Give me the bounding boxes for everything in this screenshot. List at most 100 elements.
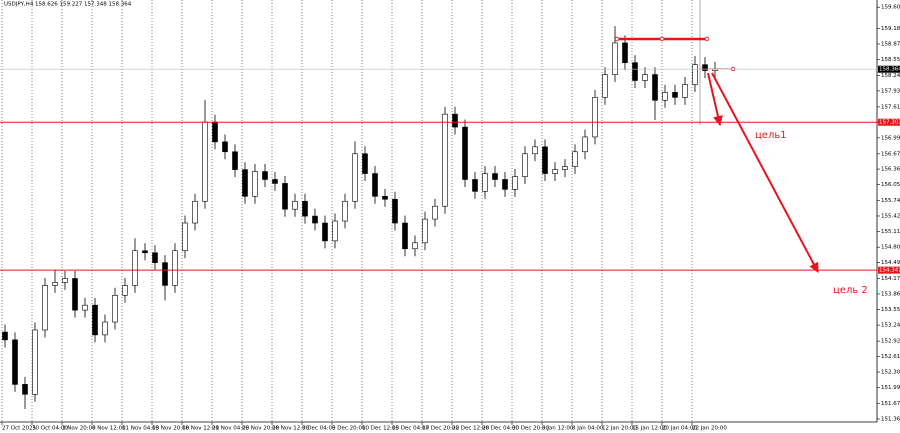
x-tick-label: 17 Dec 20:00 xyxy=(422,426,459,432)
y-tick-label: 151.360 xyxy=(881,417,900,423)
y-tick-label: 152.300 xyxy=(881,370,900,376)
y-tick-label: 154.800 xyxy=(881,245,900,251)
candle-body xyxy=(602,74,608,98)
candle-body xyxy=(52,282,58,286)
candle-body xyxy=(702,64,708,71)
candle-body xyxy=(482,173,488,192)
x-tick-label: 12 Jan 20:00 xyxy=(602,426,637,432)
candle-body xyxy=(112,295,118,323)
candle-body xyxy=(262,171,268,180)
candle-body xyxy=(72,278,78,311)
candle-body xyxy=(102,321,108,336)
candle-body xyxy=(242,169,248,197)
candle-body xyxy=(302,200,308,217)
x-tick-label: 8 Jan 04:00 xyxy=(572,426,604,432)
x-tick-label: 26 Dec 04:00 xyxy=(482,426,519,432)
candle-body xyxy=(432,205,438,220)
x-tick-label: 3 Nov 20:00 xyxy=(62,426,96,432)
y-tick-label: 151.990 xyxy=(881,385,900,391)
x-tick-label: 30 Oct 04:00 xyxy=(32,426,68,432)
y-tick-label: 155.110 xyxy=(881,229,900,235)
candle-body xyxy=(612,42,618,75)
x-tick-label: 21 Nov 04:00 xyxy=(212,426,250,432)
y-tick-label: 152.610 xyxy=(881,354,900,360)
candle-body xyxy=(372,173,378,197)
candle-body xyxy=(572,151,578,167)
annotation: цель 2 xyxy=(833,285,868,296)
arrow xyxy=(711,72,819,273)
x-tick-label: 27 Oct 2025 xyxy=(2,426,37,432)
y-tick-label: 155.425 xyxy=(881,213,900,219)
candle-body xyxy=(252,171,258,197)
candle-body xyxy=(182,222,188,252)
x-tick-label: 6 Nov 12:00 xyxy=(92,426,126,432)
candle-body xyxy=(662,92,668,101)
candle-body xyxy=(62,278,68,283)
candle-body xyxy=(452,113,458,128)
candle-body xyxy=(122,285,128,296)
current-price-label: 158.364 xyxy=(879,67,900,73)
candle-body xyxy=(232,151,238,170)
x-tick-label: 22 Jan 20:00 xyxy=(692,426,727,432)
chart-title: USDJPY,H4 158.626 159.227 157.348 158.36… xyxy=(4,2,132,8)
candle-body xyxy=(522,153,528,177)
plot xyxy=(2,26,718,410)
candle-body xyxy=(402,222,408,250)
candle-body xyxy=(22,384,28,395)
candle-body xyxy=(282,183,288,210)
arrow xyxy=(707,72,723,126)
candle-body xyxy=(322,222,328,242)
candle-body xyxy=(502,179,508,190)
candle-body xyxy=(32,329,38,395)
y-tick-label: 154.175 xyxy=(881,276,900,282)
candle-body xyxy=(142,250,148,254)
candle-body xyxy=(492,173,498,180)
candle-body xyxy=(562,166,568,170)
candle-body xyxy=(622,42,628,63)
candle-body xyxy=(652,74,658,101)
y-tick-label: 157.930 xyxy=(881,88,900,94)
candle-body xyxy=(342,200,348,222)
y-tick-label: 158.240 xyxy=(881,73,900,79)
x-tick-label: 5 Dec 20:00 xyxy=(332,426,366,432)
candle-body xyxy=(352,153,358,202)
candle-body xyxy=(272,179,278,184)
x-tick-label: 28 Nov 12:00 xyxy=(272,426,310,432)
level-label: 154.341 xyxy=(879,268,900,274)
grid xyxy=(1,0,693,422)
candle-body xyxy=(162,262,168,286)
annotation: цель1 xyxy=(755,130,787,141)
level-label-box xyxy=(878,266,900,274)
x-tick-label: 3 Dec 04:00 xyxy=(302,426,336,432)
candle-body xyxy=(392,198,398,224)
candle-body xyxy=(632,62,638,81)
candle-body xyxy=(152,252,158,263)
y-tick-label: 155.740 xyxy=(881,198,900,204)
y-tick-label: 158.555 xyxy=(881,57,900,63)
candle-body xyxy=(532,146,538,155)
anchor xyxy=(659,36,665,42)
y-tick-label: 154.490 xyxy=(881,260,900,266)
candle-body xyxy=(362,153,368,174)
y-tick-label: 156.990 xyxy=(881,135,900,141)
candle-body xyxy=(642,74,648,81)
x-tick-label: 13 Nov 20:00 xyxy=(152,426,190,432)
y-tick-label: 152.920 xyxy=(881,339,900,345)
y-tick-label: 158.870 xyxy=(881,41,900,47)
candle-body xyxy=(92,304,98,336)
anchor xyxy=(704,36,710,42)
candle-body xyxy=(132,250,138,286)
candle-body xyxy=(12,339,18,385)
candle-body xyxy=(2,331,8,341)
y-tick-label: 153.240 xyxy=(881,323,900,329)
candle-body xyxy=(42,285,48,331)
candle-body xyxy=(512,176,518,190)
candle-body xyxy=(192,200,198,224)
candle-body xyxy=(172,250,178,286)
candle-body xyxy=(672,92,678,98)
candle-body xyxy=(212,121,218,143)
candle-body xyxy=(292,200,298,210)
candle-body xyxy=(542,146,548,174)
candle-body xyxy=(412,242,418,250)
